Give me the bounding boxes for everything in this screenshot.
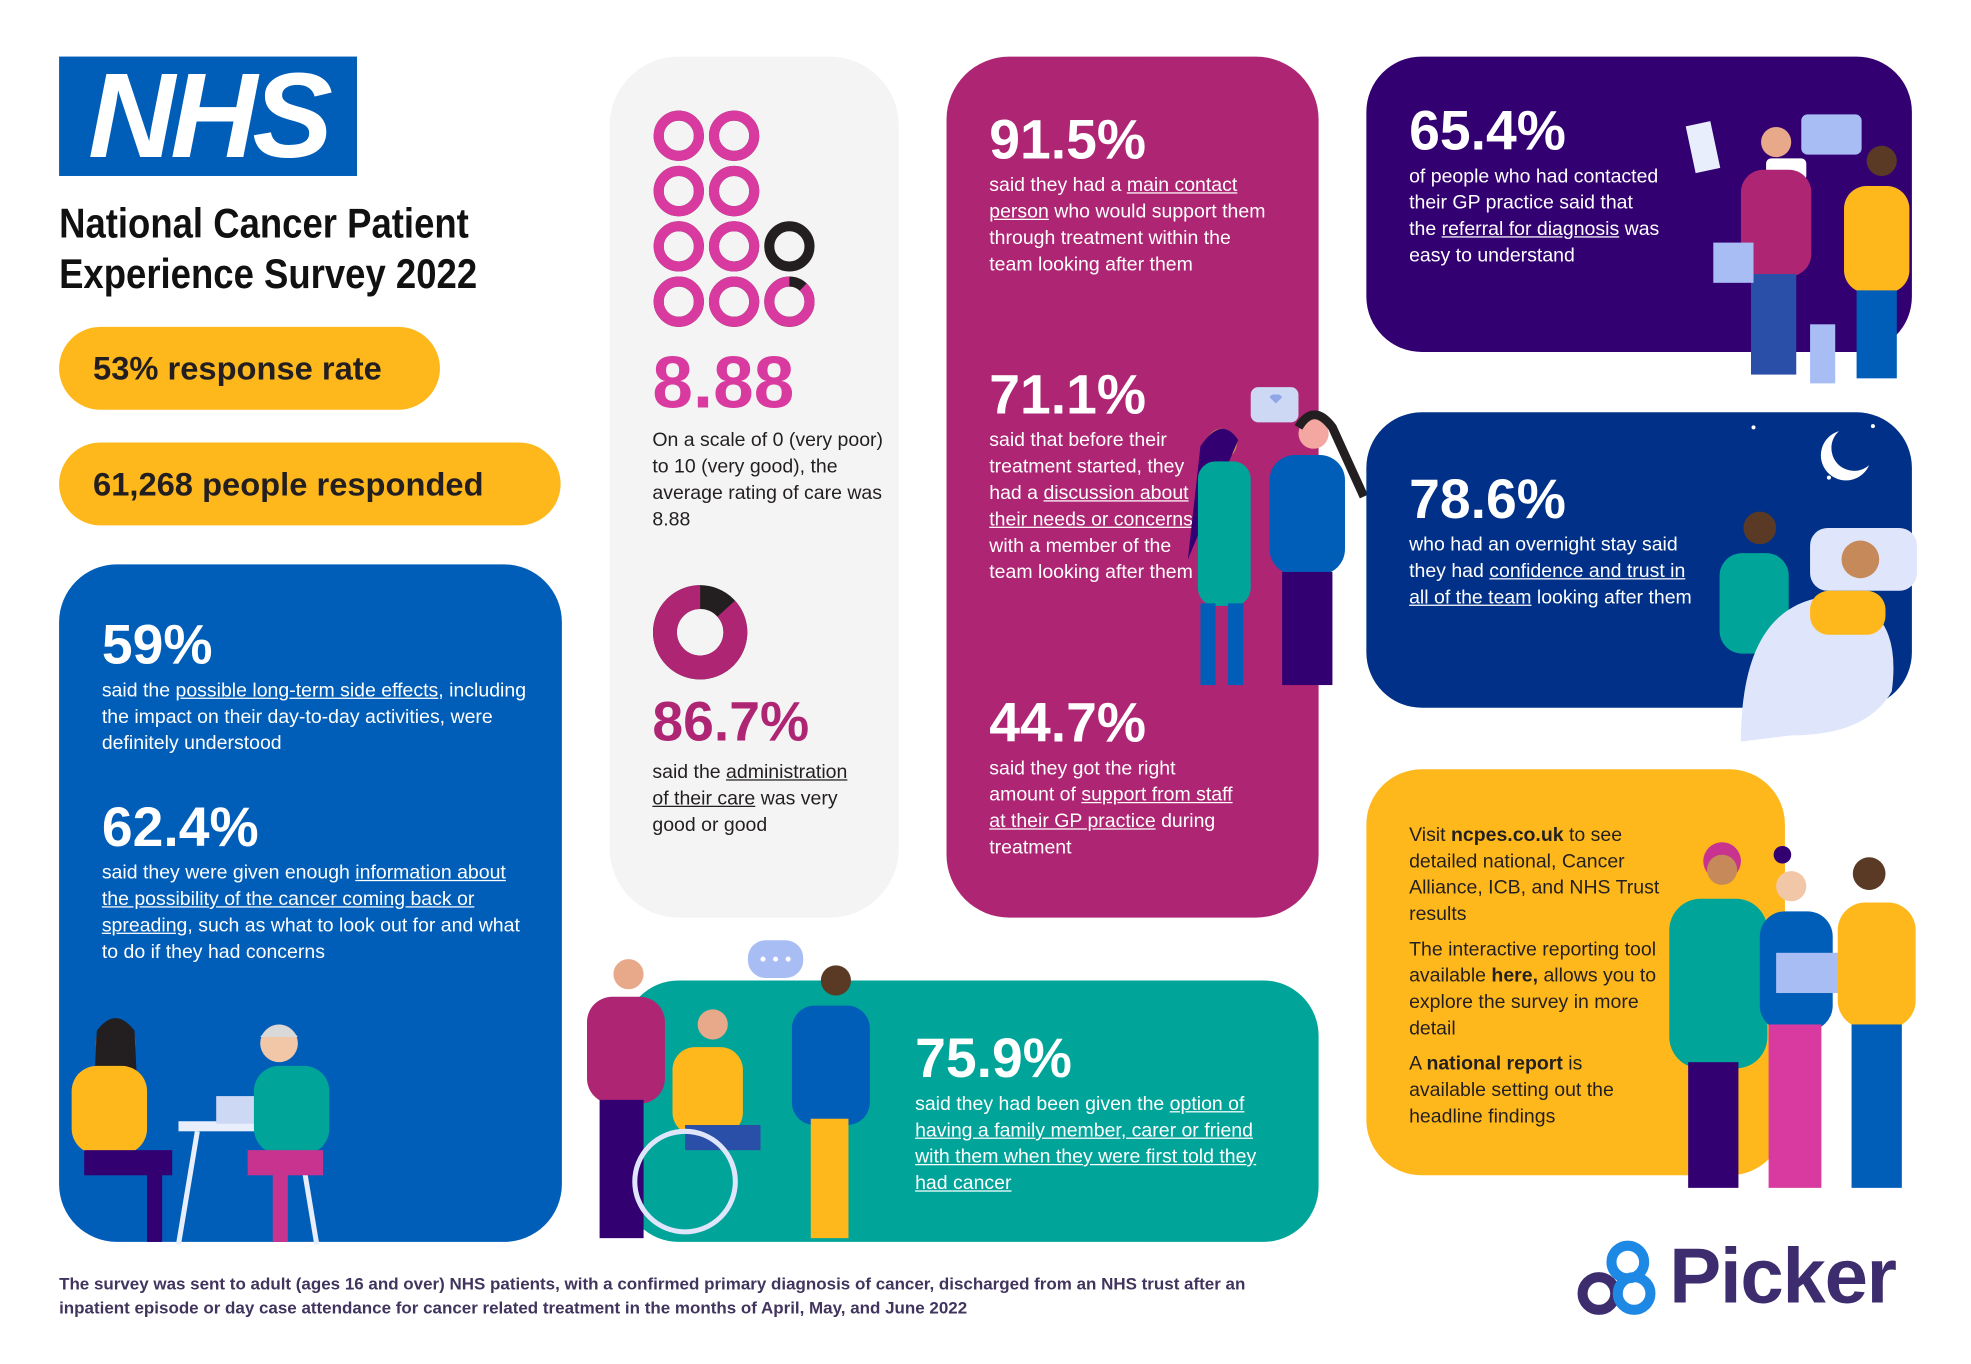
response-rate-pill: 53% response rate [59,326,440,410]
admin-donut-segment [653,585,748,680]
stat-link[interactable]: referral for diagnosis [1441,218,1620,241]
info-text: The interactive reporting tool available [1409,938,1657,987]
stat-text: of people who had contacted their GP pra… [1409,165,1659,241]
stat-text: during treatment [989,810,1216,859]
stat-text: was very good or good [652,788,838,836]
info-text: allows you to explore the survey in more… [1409,965,1657,1040]
admin-value: 86.7% [652,691,810,753]
rating-value: 8.88 [652,341,795,424]
respondents-label: people responded [202,465,484,503]
hospital-bed-illustration [1719,424,1917,742]
rating-ring [653,221,704,272]
footer-note: The survey was sent to adult (ages 16 an… [59,1274,1246,1318]
stat-text: , including the impact on their day-to-d… [101,680,527,755]
stat-value: 75.9% [915,1028,1072,1090]
stat-link[interactable]: possible long-term side effects [175,680,439,702]
info-text: is available setting out the headline fi… [1409,1053,1614,1128]
rating-ring [708,110,760,161]
stat-link[interactable]: discussion about their needs or concerns [989,482,1193,531]
rating-ring [764,276,815,327]
stat-value: 59% [101,614,213,677]
info-text: Visit [1409,824,1451,846]
stat-value: 91.5% [989,109,1147,171]
info-text: A [1409,1053,1427,1075]
nurse-and-patient-illustration [1187,387,1368,686]
stat-text: looking after them [1531,587,1692,609]
stat-text: with a member of the team looking after … [989,535,1193,584]
rating-ring [653,165,704,217]
title-line-1: National Cancer Patient [59,199,469,247]
respondents-number: 61,268 [93,465,193,503]
stat-text: said they were given enough [101,862,356,884]
nhs-logo: NHS [59,56,357,177]
stat-text: , such as what to look out for and what … [101,915,520,963]
stat-text: who would support them through treatment… [989,201,1266,276]
stat-value: 78.6% [1409,468,1566,531]
three-people-illustration [1669,842,1916,1188]
stat-text: said they got the right amount of [989,757,1176,806]
rating-rings-chart [653,110,815,327]
stat-link[interactable]: administration of their care [652,761,848,810]
stat-text: said that before their treatment started… [989,429,1185,505]
picker-logo-icon [1577,1240,1656,1315]
respondents-pill: 61,268 people responded [59,442,561,526]
stat-text: said the [101,680,176,702]
admin-donut-chart [653,585,748,680]
rating-text: On a scale of 0 (very poor) to 10 (very … [652,429,884,531]
stat-text: said the [652,761,727,784]
ncpes-link[interactable]: ncpes.co.uk [1450,824,1564,846]
picker-logo-text: Picker [1669,1233,1897,1320]
gp-handshake-illustration [1685,114,1910,384]
response-rate-text: 53% response rate [93,349,382,388]
page-title: National Cancer Patient Experience Surve… [59,199,590,300]
reporting-tool-link[interactable]: here, [1491,965,1539,987]
rating-ring [708,221,760,272]
stat-text: said they had a [989,174,1127,197]
info-text: to see detailed national, Cancer Allianc… [1409,824,1660,926]
rating-ring-remainder [764,221,815,272]
rating-ring [708,276,760,327]
family-wheelchair-illustration [587,940,870,1239]
stat-value: 62.4% [101,796,259,859]
stat-value: 65.4% [1409,100,1566,163]
rating-ring [653,110,704,161]
stat-link[interactable]: support from staff at their GP practice [989,784,1233,833]
rating-ring [653,276,704,327]
magenta-stat-card: 91.5% said they had a main contact perso… [946,56,1319,918]
people-at-desk-illustration [71,1018,330,1245]
national-report-link[interactable]: national report [1426,1053,1563,1075]
stat-link[interactable]: confidence and trust in all of the team [1409,560,1686,609]
title-line-2: Experience Survey 2022 [59,250,478,297]
stat-link[interactable]: information about the possibility of the… [101,862,506,937]
stat-text: said they had been given the [915,1093,1170,1115]
stat-text: who had an overnight stay said they had [1409,534,1678,582]
rating-ring [708,165,760,217]
stat-link[interactable]: option of having a family member, carer … [915,1093,1257,1195]
stat-text: was easy to understand [1409,218,1660,267]
stat-link[interactable]: main contact person [989,174,1238,223]
purple-stat-card: 65.4% of people who had contacted their … [1366,56,1912,352]
stat-value: 44.7% [989,692,1147,755]
stat-value: 71.1% [989,364,1147,427]
